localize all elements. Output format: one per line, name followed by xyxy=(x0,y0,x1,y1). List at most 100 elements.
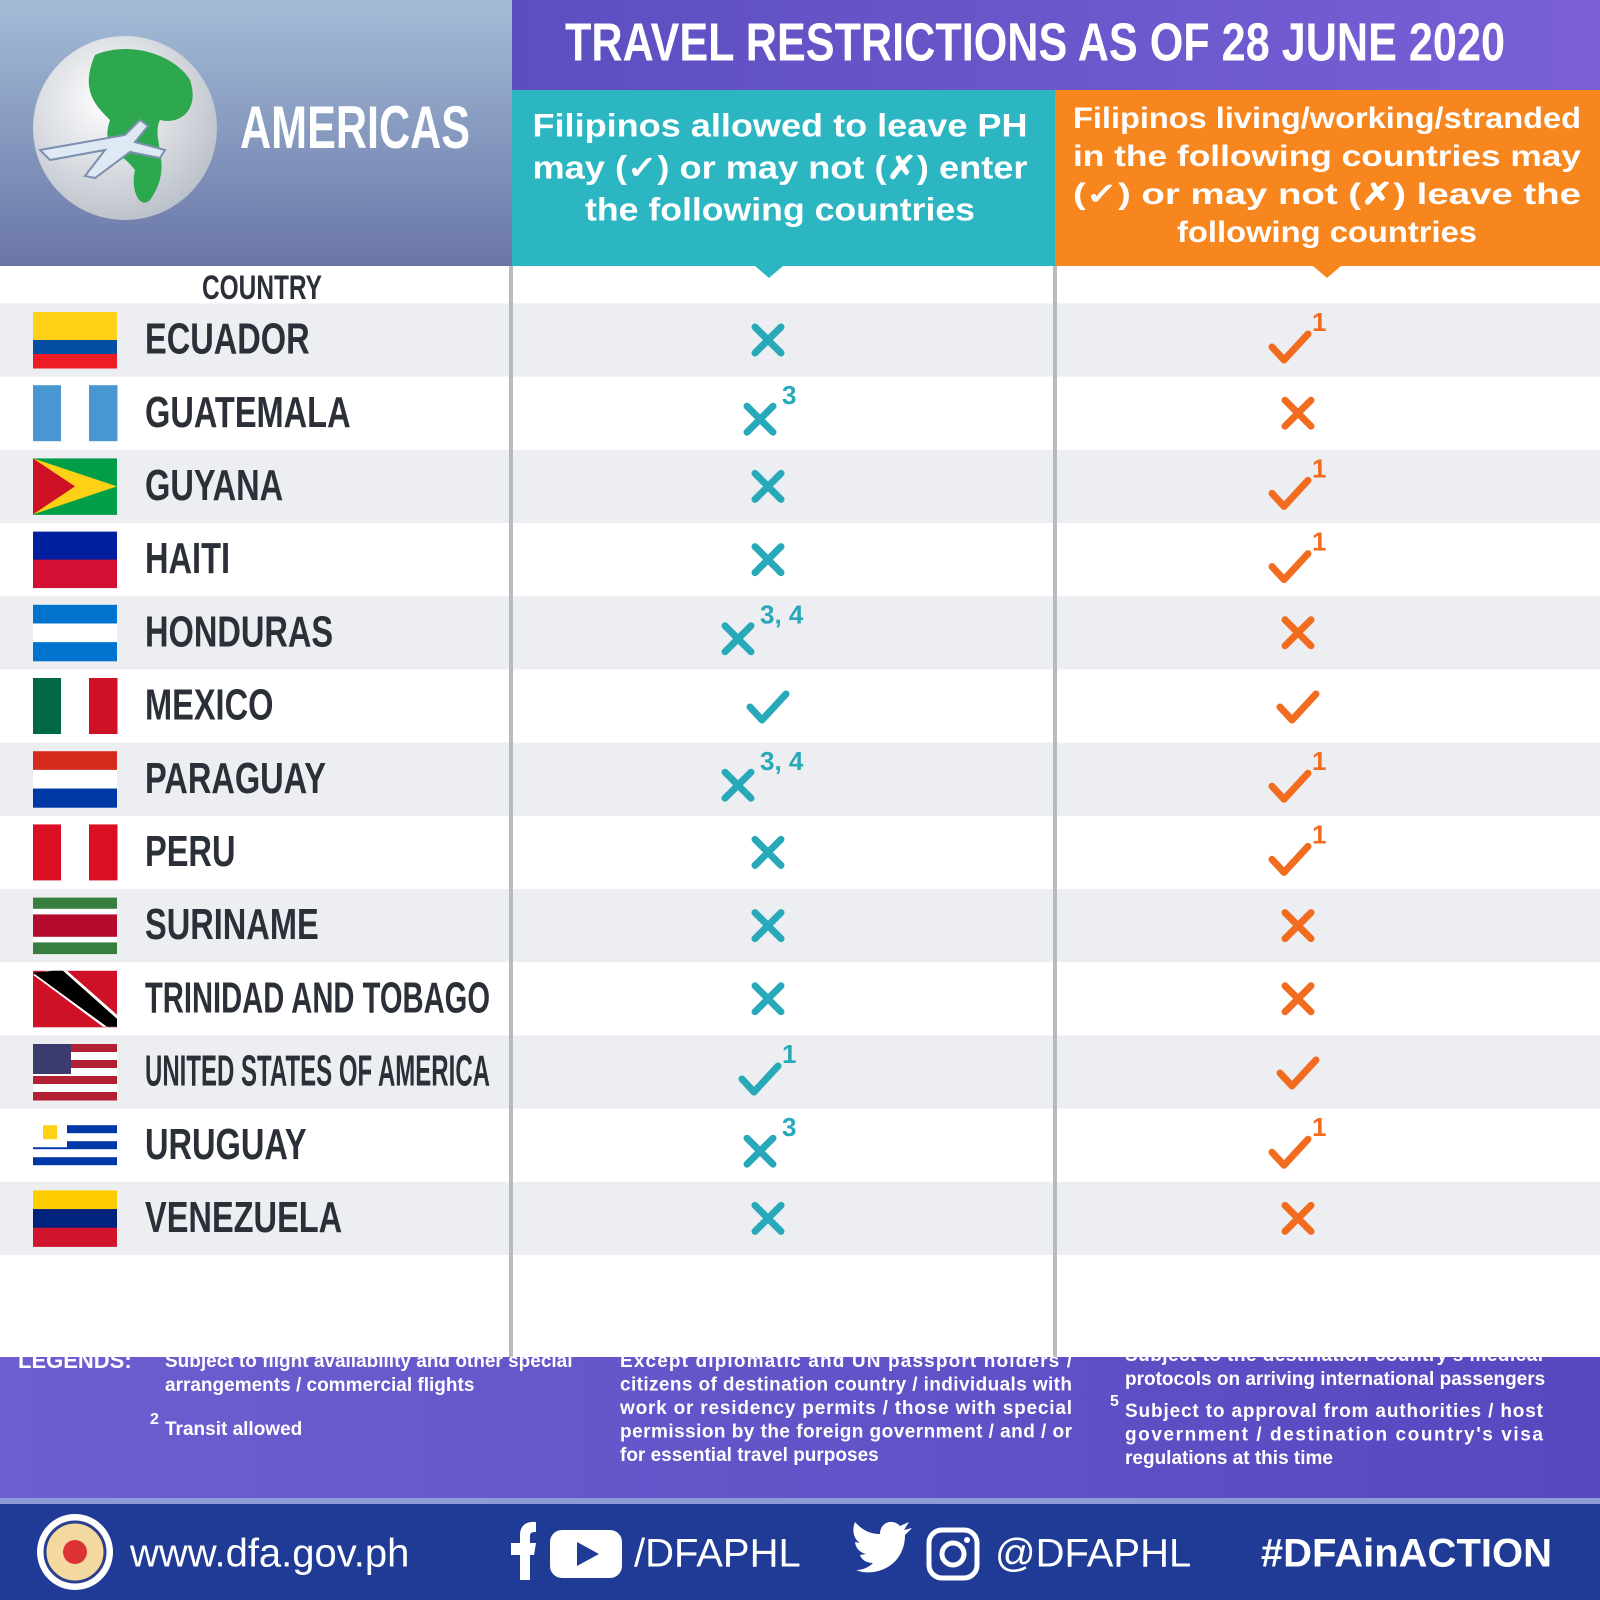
cross-icon xyxy=(1281,982,1315,1016)
cross-icon xyxy=(751,835,785,869)
youtube-icon xyxy=(550,1530,622,1578)
flag-stripe xyxy=(33,751,117,771)
row-band xyxy=(0,596,1600,670)
flag-stripe xyxy=(33,914,117,938)
footnote-ref: 3 xyxy=(782,380,796,410)
legend-text: Subject to the destination country's med… xyxy=(1125,1345,1543,1366)
header-pointer xyxy=(755,266,783,278)
flag xyxy=(33,312,117,369)
flag-stripe xyxy=(89,678,118,734)
check-icon xyxy=(1268,330,1312,364)
legend-mark: 2 xyxy=(150,1411,159,1428)
column-header: (✓) or may not (✗) leave the xyxy=(1073,178,1581,211)
flag-stripe xyxy=(33,623,117,643)
flag-stripe xyxy=(61,678,90,734)
title-bar xyxy=(512,0,1600,90)
enter-header xyxy=(512,90,1055,266)
country-name: GUATEMALA xyxy=(145,388,351,437)
flag-stripe xyxy=(33,897,117,910)
check-icon xyxy=(1268,476,1312,510)
legend-text: protocols on arriving international pass… xyxy=(1125,1369,1545,1390)
flag xyxy=(33,604,117,662)
title: TRAVEL RESTRICTIONS AS OF 28 JUNE 2020 xyxy=(565,12,1505,72)
cross-icon xyxy=(751,1201,785,1235)
flag-stripe xyxy=(33,1117,117,1126)
legend-text: Subject to approval from authorities / h… xyxy=(1125,1401,1544,1422)
row-band xyxy=(0,303,1600,377)
footnote-ref: 3, 4 xyxy=(760,600,804,630)
column-header: in the following countries may xyxy=(1073,140,1581,173)
legend-text: work or residency permits / those with s… xyxy=(619,1398,1072,1419)
row-band xyxy=(0,742,1600,816)
flag-stripe xyxy=(33,1209,117,1229)
facebook-icon xyxy=(511,1521,536,1580)
flag-shape xyxy=(33,970,117,1027)
flag-stripe xyxy=(33,385,62,442)
legend-mark: 3 xyxy=(605,1343,614,1360)
row-band xyxy=(0,449,1600,523)
flag-stripe xyxy=(33,604,117,624)
column-label: COUNTRY xyxy=(202,269,322,307)
flag-stripe xyxy=(33,1084,117,1093)
country-name: URUGUAY xyxy=(145,1120,307,1169)
flag-stripe xyxy=(33,1044,117,1053)
legend-mark: 4 xyxy=(1110,1337,1119,1354)
flag-stripe xyxy=(33,354,117,369)
flag-stripe xyxy=(33,678,62,734)
check-icon xyxy=(1268,842,1312,876)
row-band xyxy=(0,889,1600,963)
row-band xyxy=(0,1035,1600,1109)
flag-shape xyxy=(33,1044,71,1074)
flag-stripe xyxy=(33,531,117,561)
country-name: HAITI xyxy=(145,534,230,583)
flag-stripe xyxy=(33,936,117,943)
legend-text: for essential travel purposes xyxy=(620,1445,879,1466)
table: ECUADOR 1 GUATEMALA 3 GUYANA 1 HAITI 1 HONDURAS 3… xyxy=(0,303,1600,1255)
flag-stripe xyxy=(33,1190,117,1210)
cross-icon xyxy=(1281,909,1315,943)
footnote-ref: 1 xyxy=(1312,453,1326,483)
footnote-ref: 1 xyxy=(1312,1112,1326,1142)
dfa-seal xyxy=(37,1514,113,1590)
check-icon xyxy=(738,1062,782,1096)
flag-stripe xyxy=(33,1125,117,1134)
cross-icon xyxy=(743,1134,777,1168)
cross-icon xyxy=(1281,396,1315,430)
country-name: PARAGUAY xyxy=(145,754,326,803)
cross-icon xyxy=(1281,1201,1315,1235)
footer-edge xyxy=(0,1498,1600,1504)
flag xyxy=(33,970,117,1028)
check-icon xyxy=(1268,769,1312,803)
check-icon xyxy=(746,690,790,724)
column-header: the following countries xyxy=(585,191,975,227)
flag xyxy=(33,824,118,881)
flag-stripe xyxy=(33,942,117,955)
globe xyxy=(33,36,217,220)
flag-stripe xyxy=(33,559,117,589)
flag xyxy=(33,1190,117,1247)
legend-text: permission by the foreign government / a… xyxy=(620,1422,1073,1443)
region: AMERICAS xyxy=(240,94,470,161)
legend-text: Except diplomatic and UN passport holder… xyxy=(620,1351,1073,1372)
flag-stripe xyxy=(33,1149,117,1158)
flag-stripe xyxy=(33,908,117,915)
footnote-ref: 1 xyxy=(1312,526,1326,556)
country-name: TRINIDAD AND TOBAGO xyxy=(145,973,490,1022)
legend-mark: 5 xyxy=(1110,1393,1119,1410)
legend-text: Transit allowed xyxy=(165,1419,302,1440)
flag xyxy=(33,1117,117,1174)
flag-stripe xyxy=(61,385,90,442)
footnote-ref: 1 xyxy=(1312,307,1326,337)
flag xyxy=(33,897,117,955)
twitter-icon xyxy=(853,1521,912,1573)
legend-mark: 1 xyxy=(150,1343,159,1360)
website: www.dfa.gov.ph xyxy=(129,1532,409,1576)
footnote-ref: 1 xyxy=(1312,819,1326,849)
country-name: SURINAME xyxy=(145,900,319,949)
legend-text: Subject to flight availability and other… xyxy=(165,1351,573,1372)
legend-band xyxy=(0,1357,1600,1502)
column-header: Filipinos living/working/stranded xyxy=(1073,102,1581,135)
check-icon xyxy=(1268,1135,1312,1169)
check-icon xyxy=(1276,690,1320,724)
